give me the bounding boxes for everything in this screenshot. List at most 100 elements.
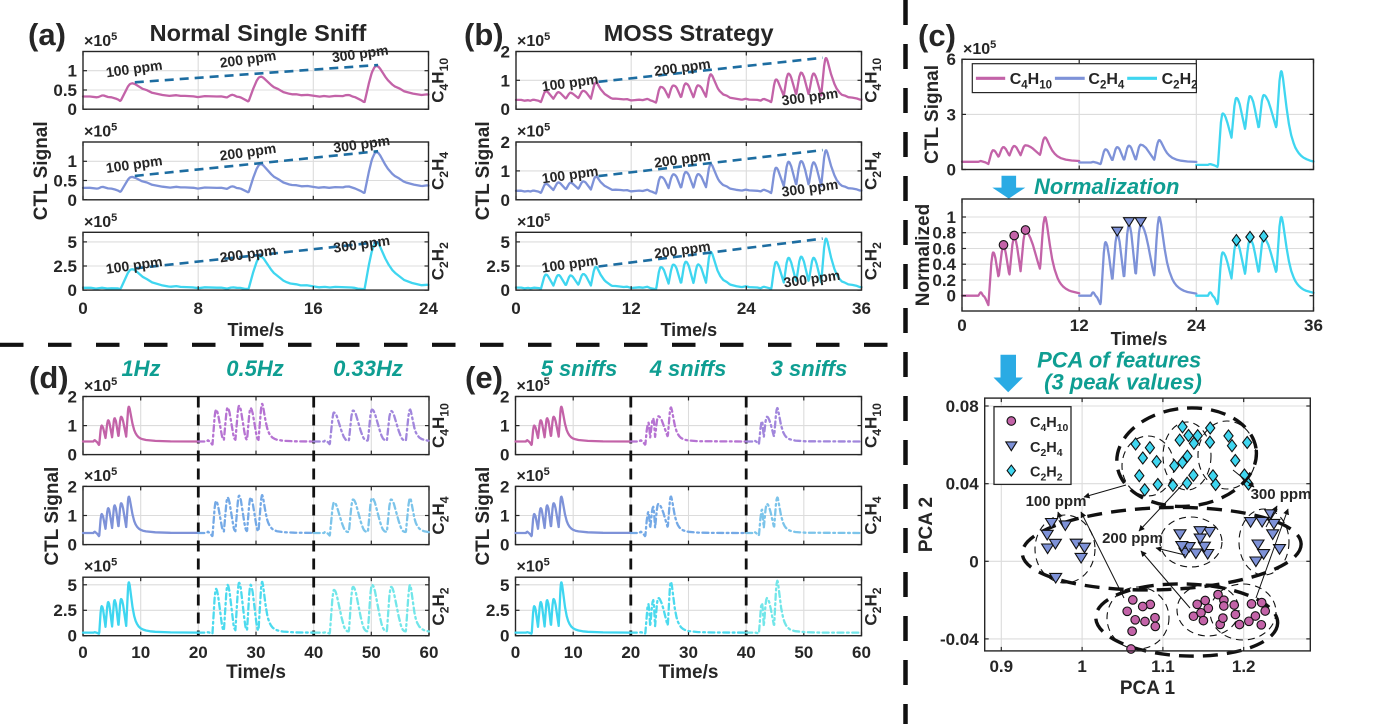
svg-text:100 ppm: 100 ppm <box>105 152 163 176</box>
svg-text:16: 16 <box>304 299 323 318</box>
svg-text:×105: ×105 <box>517 376 550 395</box>
svg-text:300 ppm: 300 ppm <box>1251 486 1312 503</box>
svg-text:0.9: 0.9 <box>989 657 1013 676</box>
svg-text:60: 60 <box>420 643 439 662</box>
svg-text:C2​H2​: C2​H2​ <box>862 587 885 625</box>
svg-text:C2​H2​: C2​H2​ <box>429 587 452 625</box>
svg-text:36: 36 <box>1304 316 1323 335</box>
svg-text:12: 12 <box>622 299 641 318</box>
svg-text:200 ppm: 200 ppm <box>653 238 711 262</box>
svg-text:C2​H4​: C2​H4​ <box>429 496 452 534</box>
svg-text:6: 6 <box>947 50 956 69</box>
svg-text:(b): (b) <box>464 17 504 52</box>
svg-text:36: 36 <box>852 299 871 318</box>
svg-text:30: 30 <box>247 643 266 662</box>
svg-text:3: 3 <box>947 105 956 124</box>
svg-text:1: 1 <box>500 507 509 526</box>
svg-text:0.6: 0.6 <box>932 239 956 258</box>
svg-text:20: 20 <box>189 643 208 662</box>
svg-text:0: 0 <box>68 100 77 119</box>
svg-text:C2​H2​: C2​H2​ <box>862 242 885 280</box>
svg-text:0: 0 <box>68 191 77 210</box>
svg-text:1Hz: 1Hz <box>121 356 160 381</box>
svg-text:5: 5 <box>68 576 77 595</box>
svg-text:200 ppm: 200 ppm <box>219 47 277 71</box>
svg-text:0: 0 <box>78 299 87 318</box>
svg-text:×105: ×105 <box>517 31 550 50</box>
svg-text:Normalized: Normalized <box>913 204 934 306</box>
svg-text:0: 0 <box>501 281 510 300</box>
svg-text:2: 2 <box>68 387 77 406</box>
svg-text:C2​H4​: C2​H4​ <box>429 152 452 190</box>
svg-text:5: 5 <box>501 233 510 252</box>
svg-text:5: 5 <box>68 233 77 252</box>
svg-text:8: 8 <box>193 299 202 318</box>
svg-text:CTL Signal: CTL Signal <box>42 467 63 566</box>
svg-text:50: 50 <box>794 643 813 662</box>
svg-text:300 ppm: 300 ppm <box>783 267 841 291</box>
svg-text:0: 0 <box>947 160 956 179</box>
svg-text:30: 30 <box>679 643 698 662</box>
svg-text:40: 40 <box>737 643 756 662</box>
svg-text:2: 2 <box>500 387 509 406</box>
svg-text:C4​H10​: C4​H10​ <box>429 403 452 448</box>
svg-text:2: 2 <box>500 477 509 496</box>
svg-text:(d): (d) <box>29 360 69 395</box>
svg-text:0: 0 <box>68 446 77 465</box>
svg-text:0.04: 0.04 <box>946 475 980 494</box>
svg-text:100 ppm: 100 ppm <box>1026 493 1087 510</box>
svg-text:×105: ×105 <box>517 466 550 485</box>
svg-text:0: 0 <box>500 446 509 465</box>
svg-text:24: 24 <box>1187 316 1206 335</box>
svg-text:(a): (a) <box>28 17 66 52</box>
svg-text:300 ppm: 300 ppm <box>331 42 389 66</box>
svg-text:×105: ×105 <box>517 212 550 231</box>
svg-text:C4​H10​: C4​H10​ <box>1030 415 1069 434</box>
svg-text:300 ppm: 300 ppm <box>781 85 839 109</box>
svg-text:2: 2 <box>501 43 510 62</box>
svg-text:×105: ×105 <box>84 122 117 141</box>
svg-text:C2​H2​: C2​H2​ <box>1162 71 1198 91</box>
svg-text:0.4: 0.4 <box>932 255 956 274</box>
svg-text:1: 1 <box>68 152 77 171</box>
svg-text:0: 0 <box>969 552 978 571</box>
svg-text:CTL Signal: CTL Signal <box>31 121 52 220</box>
svg-text:0.8: 0.8 <box>932 224 956 243</box>
svg-text:2.5: 2.5 <box>53 601 77 620</box>
svg-text:3 sniffs: 3 sniffs <box>771 356 848 381</box>
svg-text:200 ppm: 200 ppm <box>219 242 277 266</box>
svg-text:C2​H4​: C2​H4​ <box>1030 440 1063 459</box>
svg-text:×105: ×105 <box>84 466 117 485</box>
svg-text:200 ppm: 200 ppm <box>653 147 711 171</box>
svg-text:300 ppm: 300 ppm <box>332 232 390 256</box>
svg-text:1.1: 1.1 <box>1151 657 1175 676</box>
svg-text:100 ppm: 100 ppm <box>105 57 163 81</box>
svg-text:0: 0 <box>947 287 956 306</box>
svg-text:(3 peak values): (3 peak values) <box>1044 370 1202 395</box>
svg-text:2.5: 2.5 <box>53 257 77 276</box>
svg-text:0: 0 <box>68 627 77 646</box>
svg-text:C2​H4​: C2​H4​ <box>862 496 885 534</box>
svg-text:200 ppm: 200 ppm <box>653 55 711 79</box>
svg-text:0: 0 <box>501 100 510 119</box>
svg-text:(c): (c) <box>918 18 956 53</box>
svg-text:0: 0 <box>68 281 77 300</box>
svg-text:300 ppm: 300 ppm <box>781 176 839 200</box>
svg-text:×105: ×105 <box>84 212 117 231</box>
svg-text:(e): (e) <box>465 360 503 395</box>
svg-text:×105: ×105 <box>84 376 117 395</box>
svg-text:Time/s: Time/s <box>659 662 719 683</box>
svg-text:2: 2 <box>68 477 77 496</box>
svg-text:10: 10 <box>131 643 150 662</box>
svg-text:4 sniffs: 4 sniffs <box>649 356 727 381</box>
svg-text:C2​H4​: C2​H4​ <box>862 152 885 190</box>
svg-text:1: 1 <box>501 162 510 181</box>
svg-text:CTL Signal: CTL Signal <box>473 121 494 220</box>
svg-text:0: 0 <box>500 627 509 646</box>
svg-text:10: 10 <box>564 643 583 662</box>
svg-text:5: 5 <box>500 576 509 595</box>
svg-text:Normal Single Sniff: Normal Single Sniff <box>150 20 367 46</box>
svg-text:-0.04: -0.04 <box>940 630 979 649</box>
svg-text:×105: ×105 <box>84 31 117 50</box>
svg-text:1: 1 <box>1077 657 1086 676</box>
